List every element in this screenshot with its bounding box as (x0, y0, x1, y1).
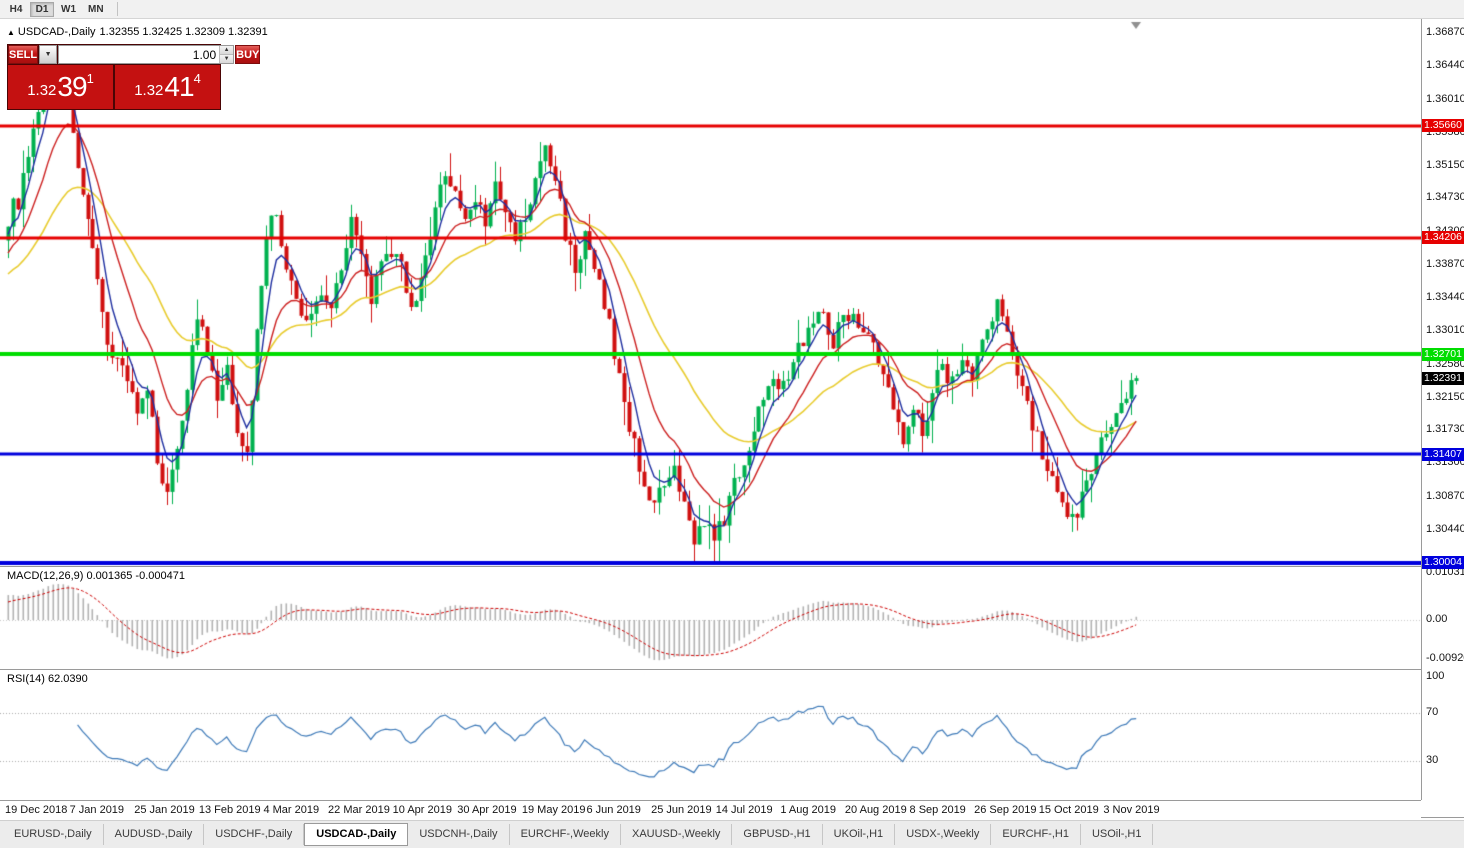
date-axis-label: 8 Sep 2019 (909, 804, 966, 816)
price-chart-canvas[interactable] (0, 19, 1421, 566)
macd-scale-label: 0.00 (1426, 613, 1448, 625)
toolbar-separator (116, 2, 118, 16)
timeframe-toolbar: H4 D1 W1 MN (0, 0, 1464, 19)
chart-ohlc-header: ▲ USDCAD-,Daily 1.32355 1.32425 1.32309 1.… (7, 26, 268, 38)
tab-usdchf-daily[interactable]: USDCHF-,Daily (204, 824, 305, 845)
date-axis-label: 14 Jul 2019 (715, 804, 773, 816)
tab-usdcnh-daily[interactable]: USDCNH-,Daily (408, 824, 510, 845)
macd-indicator-canvas[interactable] (0, 567, 1421, 669)
tab-eurchf-weekly[interactable]: EURCHF-,Weekly (510, 824, 621, 845)
price-axis-label: 1.34730 (1426, 191, 1464, 204)
date-axis-label: 4 Mar 2019 (263, 804, 320, 816)
chart-symbol-label: USDCAD-,Daily (17, 26, 96, 38)
macd-indicator-label: MACD(12,26,9) 0.001365 -0.000471 (7, 570, 185, 582)
price-line-badge: 1.30004 (1422, 556, 1464, 570)
date-axis-label: 19 May 2019 (521, 804, 586, 816)
chart-tab-bar: EURUSD-,Daily AUDUSD-,Daily USDCHF-,Daily U… (0, 820, 1464, 848)
tab-eurchf-h1[interactable]: EURCHF-,H1 (991, 824, 1081, 845)
rsi-scale-label: 70 (1426, 706, 1439, 718)
buy-button[interactable]: BUY (235, 45, 261, 64)
chart-ohlc-values: 1.32355 1.32425 1.32309 1.32391 (99, 26, 268, 38)
ask-price-prefix: 1.32 (134, 82, 164, 99)
price-axis-label: 1.33010 (1426, 324, 1464, 337)
date-axis-label: 20 Aug 2019 (844, 804, 907, 816)
tab-ukoil-h1[interactable]: UKOil-,H1 (823, 824, 896, 845)
price-axis-label: 1.30870 (1426, 489, 1464, 502)
rsi-indicator-label: RSI(14) 62.0390 (7, 673, 88, 685)
tab-eurusd-daily[interactable]: EURUSD-,Daily (3, 824, 104, 845)
chart-expand-icon[interactable]: ▲ (7, 28, 15, 37)
price-axis-label: 1.30440 (1426, 522, 1464, 535)
price-axis-label: 1.33440 (1426, 291, 1464, 304)
volume-input[interactable] (59, 46, 220, 63)
bid-price-pipette: 1 (86, 70, 94, 86)
rsi-scale-label: 30 (1426, 754, 1439, 766)
price-axis-label: 1.33870 (1426, 257, 1464, 270)
bid-price-prefix: 1.32 (27, 82, 57, 99)
volume-dropdown-button[interactable]: ▼ (39, 45, 58, 64)
price-axis-label: 1.32150 (1426, 390, 1464, 403)
tab-xauusd-weekly[interactable]: XAUUSD-,Weekly (621, 824, 733, 845)
tab-audusd-daily[interactable]: AUDUSD-,Daily (104, 824, 205, 845)
chart-region: ▲ USDCAD-,Daily 1.32355 1.32425 1.32309 1.… (0, 19, 1464, 818)
bid-price-button[interactable]: 1.32 39 1 (8, 65, 113, 109)
date-axis-label: 3 Nov 2019 (1103, 804, 1160, 816)
pane-separator[interactable] (0, 669, 1464, 670)
timeframe-button-h4[interactable]: H4 (9, 3, 23, 15)
date-axis-label: 25 Jan 2019 (134, 804, 195, 816)
volume-field: ▲ ▼ (58, 45, 235, 64)
date-axis-label: 25 Jun 2019 (651, 804, 712, 816)
volume-decrement-button[interactable]: ▼ (220, 55, 234, 63)
price-axis-label: 1.36010 (1426, 92, 1464, 105)
timeframe-button-d1[interactable]: D1 (30, 1, 54, 17)
ask-price-big-digits: 41 (164, 71, 194, 102)
tab-usoil-h1[interactable]: USOil-,H1 (1081, 824, 1154, 845)
price-axis-label: 1.35150 (1426, 159, 1464, 172)
sell-button[interactable]: SELL (8, 45, 39, 64)
rsi-indicator-canvas[interactable] (0, 670, 1421, 800)
timeframe-button-mn[interactable]: MN (88, 3, 104, 15)
volume-increment-button[interactable]: ▲ (220, 46, 234, 55)
date-axis-label: 1 Aug 2019 (780, 804, 836, 816)
date-axis-label: 30 Apr 2019 (457, 804, 517, 816)
ask-price-button[interactable]: 1.32 41 4 (115, 65, 220, 109)
price-axis-label: 1.36440 (1426, 59, 1464, 72)
date-axis-label: 15 Oct 2019 (1038, 804, 1099, 816)
price-line-badge: 1.35660 (1422, 119, 1464, 133)
timeframe-button-w1[interactable]: W1 (61, 3, 76, 15)
date-axis-label: 13 Feb 2019 (198, 804, 261, 816)
date-axis-label: 22 Mar 2019 (328, 804, 390, 816)
ask-price-pipette: 4 (193, 70, 201, 86)
tab-gbpusd-h1[interactable]: GBPUSD-,H1 (732, 824, 823, 845)
one-click-trading-panel: SELL ▼ ▲ ▼ BUY 1.32 39 1 (7, 44, 261, 110)
current-price-badge: 1.32391 (1422, 371, 1464, 385)
date-axis-label: 26 Sep 2019 (974, 804, 1037, 816)
price-line-badge: 1.32701 (1422, 347, 1464, 361)
date-axis-label: 6 Jun 2019 (586, 804, 641, 816)
tab-usdx-weekly[interactable]: USDX-,Weekly (895, 824, 992, 845)
chevron-down-icon: ▼ (44, 51, 52, 58)
macd-scale-label: -0.009203 (1426, 652, 1464, 664)
date-axis-label: 7 Jan 2019 (69, 804, 125, 816)
price-line-badge: 1.31407 (1422, 447, 1464, 461)
price-axis[interactable]: 1.368701.364401.360101.355801.351501.347… (1421, 19, 1464, 800)
date-axis-label: 10 Apr 2019 (392, 804, 452, 816)
time-axis[interactable]: 19 Dec 2018 7 Jan 2019 25 Jan 2019 13 Feb 2… (0, 800, 1421, 818)
rsi-scale-label: 100 (1426, 670, 1445, 682)
pane-separator[interactable] (0, 566, 1464, 567)
price-axis-label: 1.36870 (1426, 26, 1464, 39)
date-axis-label: 19 Dec 2018 (5, 804, 68, 816)
volume-spinner: ▲ ▼ (219, 46, 234, 63)
price-axis-label: 1.31730 (1426, 423, 1464, 436)
bid-price-big-digits: 39 (57, 71, 87, 102)
price-line-badge: 1.34206 (1422, 231, 1464, 245)
tab-usdcad-daily[interactable]: USDCAD-,Daily (304, 823, 409, 846)
